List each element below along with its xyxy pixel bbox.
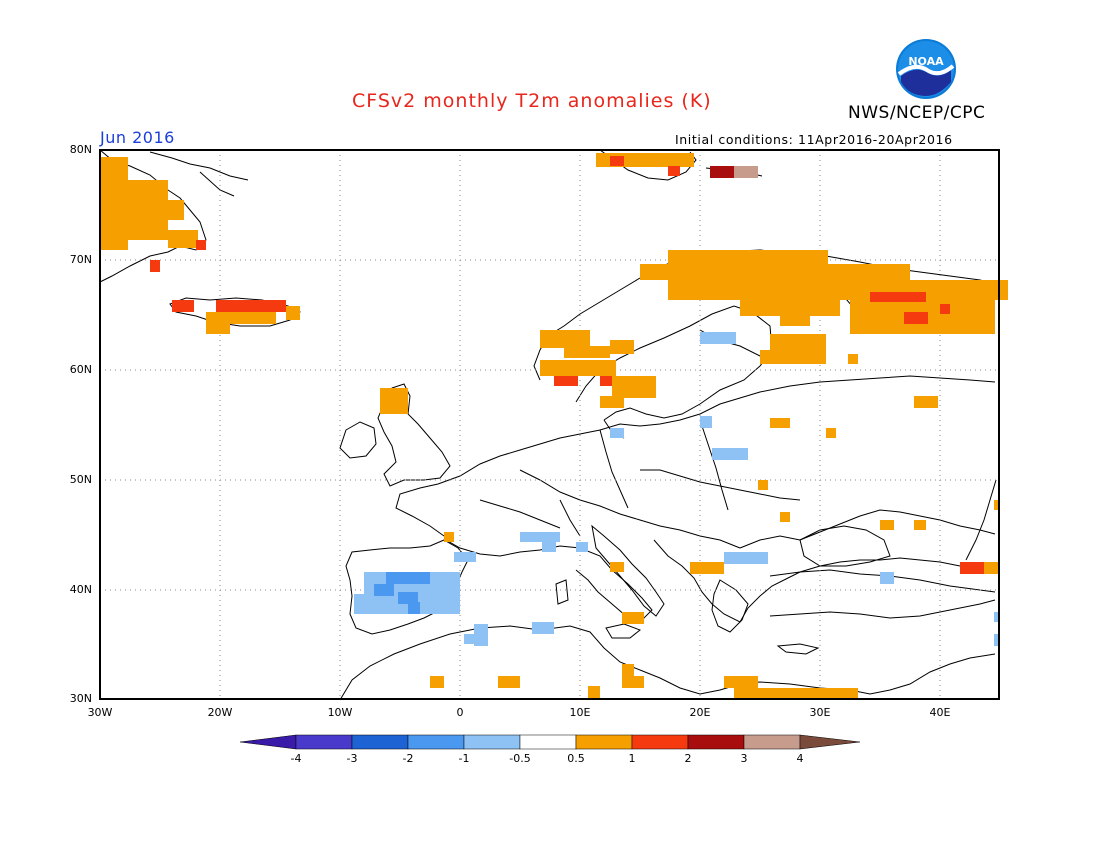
lon-label-40e: 40E (929, 706, 951, 719)
noaa-logo-icon: NOAA (896, 39, 956, 99)
colorbar-label-m1: -1 (458, 752, 470, 765)
lat-label-80n: 80N (69, 143, 92, 156)
colorbar-arrow-left (239, 734, 297, 750)
anomaly-cells (100, 153, 1008, 699)
lat-label-50n: 50N (69, 473, 92, 486)
lon-label-0: 0 (456, 706, 464, 719)
colorbar-label-m4: -4 (290, 752, 302, 765)
colorbar-bin-m4-m3 (295, 734, 353, 750)
agency-label: NWS/NCEP/CPC (848, 103, 986, 123)
colorbar-bin-2-3 (687, 734, 745, 750)
lon-label-20e: 20E (689, 706, 711, 719)
colorbar-label-1: 1 (628, 752, 636, 765)
colorbar-bin-neutral (519, 734, 577, 750)
lon-label-30w: 30W (87, 706, 113, 719)
map-title: CFSv2 monthly T2m anomalies (K) (352, 90, 712, 112)
colorbar-label-3: 3 (740, 752, 748, 765)
lon-label-30e: 30E (809, 706, 831, 719)
lat-label-70n: 70N (69, 253, 92, 266)
colorbar-label-m3: -3 (346, 752, 358, 765)
colorbar-arrow-right (799, 734, 861, 750)
lat-label-40n: 40N (69, 583, 92, 596)
colorbar-bin-1-2 (631, 734, 689, 750)
colorbar-label-4: 4 (796, 752, 804, 765)
initial-conditions-label: Initial conditions: 11Apr2016-20Apr2016 (675, 132, 953, 147)
logo-text: NOAA (908, 55, 944, 68)
colorbar-bin-05-1 (575, 734, 633, 750)
lon-label-20w: 20W (207, 706, 233, 719)
colorbar-label-m2: -2 (402, 752, 414, 765)
colorbar-label-m05: -0.5 (509, 752, 531, 765)
colorbar-bin-m2-m1 (407, 734, 465, 750)
colorbar-label-2: 2 (684, 752, 692, 765)
lon-label-10w: 10W (327, 706, 353, 719)
colorbar-bin-3-4 (743, 734, 801, 750)
lat-label-30n: 30N (69, 692, 92, 705)
map-frame (99, 149, 1000, 700)
colorbar-bin-m3-m2 (351, 734, 409, 750)
colorbar-bin-m1-m05 (463, 734, 521, 750)
colorbar-label-05: 0.5 (567, 752, 585, 765)
lat-label-60n: 60N (69, 363, 92, 376)
period-label: Jun 2016 (100, 128, 175, 147)
lon-label-10e: 10E (569, 706, 591, 719)
